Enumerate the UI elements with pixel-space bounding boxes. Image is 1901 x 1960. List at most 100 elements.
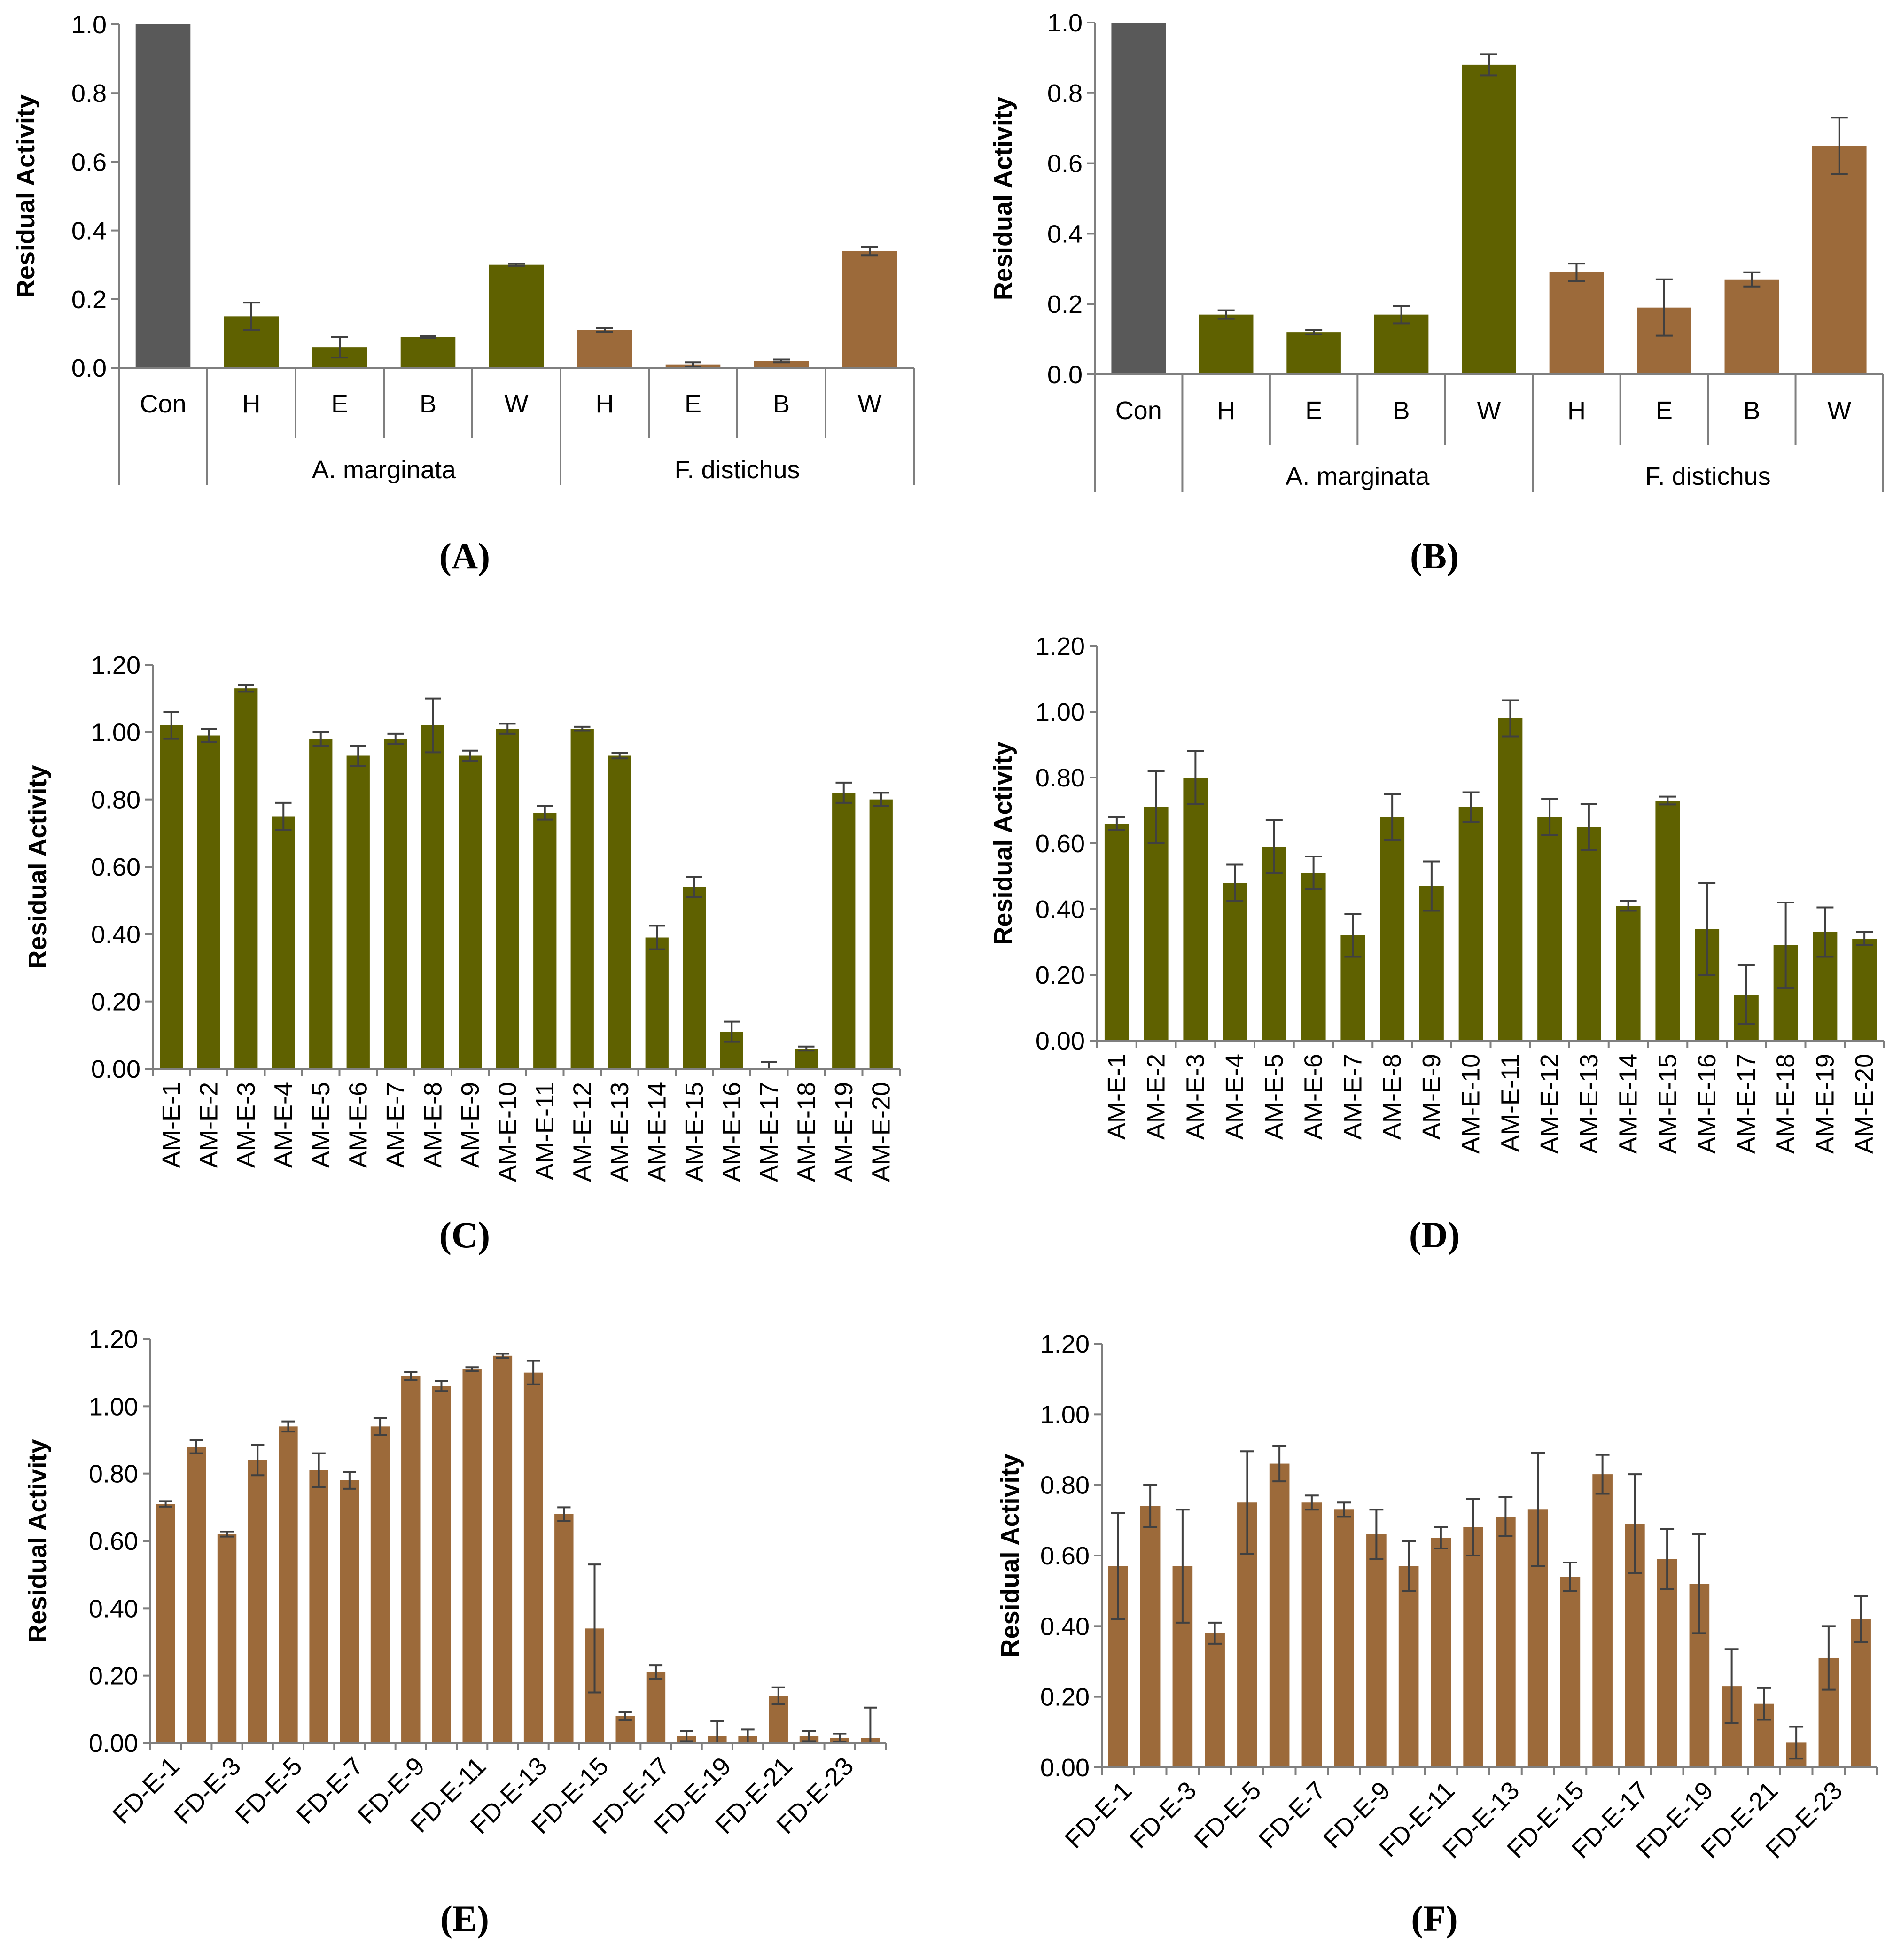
bar (432, 1386, 451, 1743)
y-tick-label: 0.00 (1040, 1754, 1090, 1782)
bar (1183, 778, 1208, 1041)
x-tick-label: AM-E-5 (1260, 1054, 1288, 1140)
x-tick-label: FD-E-3 (169, 1752, 246, 1829)
x-tick-label: AM-E-11 (531, 1082, 559, 1180)
bar (197, 735, 220, 1069)
x-tick-label: AM-E-5 (307, 1082, 335, 1168)
bar (683, 887, 706, 1069)
bar (523, 1372, 543, 1743)
panel-label: (B) (1410, 536, 1459, 576)
x-tick-label: AM-E-20 (1850, 1054, 1878, 1154)
panel-label: (C) (439, 1214, 490, 1255)
bar (1560, 1577, 1581, 1767)
bar (1549, 272, 1604, 374)
y-tick-label: 0.0 (71, 354, 107, 382)
chart-panel-3: 0.00 0.20 0.40 0.60 0.80 1.00 1.20 Residual Act… (23, 651, 901, 1255)
y-tick-label: 1.20 (1040, 1330, 1090, 1358)
x-tick-label: AM-E-11 (1496, 1054, 1524, 1152)
x-tick-label: AM-E-12 (1535, 1054, 1564, 1154)
y-axis-title: Residual Activity (989, 97, 1017, 300)
bar (1144, 807, 1169, 1041)
x-tick-label: AM-E-13 (606, 1082, 634, 1182)
bar (1199, 314, 1254, 374)
y-tick-label: 1.00 (89, 1392, 138, 1421)
x-tick-label: Con (1115, 397, 1162, 425)
x-tick-label: AM-E-19 (830, 1082, 858, 1182)
x-tick-label: AM-E-15 (680, 1082, 709, 1182)
chart-panel-6: 0.00 0.20 0.40 0.60 0.80 1.00 1.20 Residual Act… (996, 1330, 1878, 1939)
bar (1657, 1559, 1677, 1767)
x-tick-label: AM-E-9 (456, 1082, 484, 1168)
x-tick-label: B (773, 390, 790, 418)
x-tick-label: AM-E-2 (195, 1082, 223, 1168)
bar (832, 793, 856, 1069)
bar (370, 1426, 390, 1743)
bar (1431, 1538, 1451, 1767)
bar (1140, 1506, 1161, 1767)
bar (1537, 817, 1562, 1041)
bar (1380, 817, 1405, 1041)
y-tick-label: 0.60 (89, 1527, 138, 1556)
x-tick-label: AM-E-1 (157, 1082, 186, 1168)
y-axis-title: Residual Activity (996, 1454, 1024, 1657)
panel-label: (E) (440, 1898, 489, 1939)
x-tick-label: AM-E-10 (1457, 1054, 1485, 1154)
y-tick-label: 0.8 (1047, 79, 1083, 108)
y-tick-label: 0.8 (71, 79, 107, 108)
y-tick-label: 0.40 (91, 920, 140, 949)
x-tick-label: AM-E-16 (717, 1082, 746, 1182)
bar (400, 337, 456, 368)
bar (459, 755, 482, 1069)
y-tick-label: 0.00 (89, 1729, 138, 1758)
x-tick-label: AM-E-3 (232, 1082, 260, 1168)
bar (156, 1504, 175, 1743)
x-tick-label: FD-E-7 (291, 1752, 369, 1829)
y-tick-label: 0.60 (91, 853, 140, 881)
bar (1366, 1534, 1387, 1767)
x-tick-label: H (242, 390, 261, 418)
y-tick-label: 0.80 (89, 1460, 138, 1488)
x-tick-label: E (1305, 397, 1322, 425)
x-tick-label: FD-E-7 (1254, 1776, 1331, 1854)
x-tick-label: H (596, 390, 614, 418)
bar (1398, 1566, 1419, 1767)
bar (1724, 279, 1779, 374)
bar (1592, 1474, 1613, 1767)
bar (160, 725, 183, 1069)
x-group-label: F. distichus (1645, 462, 1771, 490)
x-tick-label: AM-E-17 (755, 1082, 783, 1182)
bar (1334, 1509, 1354, 1767)
bar (135, 24, 191, 368)
bar (1462, 64, 1516, 374)
x-tick-label: W (1827, 397, 1851, 425)
bar (754, 361, 809, 368)
y-tick-label: 0.40 (1040, 1612, 1090, 1641)
bar (577, 330, 632, 368)
bar (1616, 906, 1641, 1041)
y-tick-label: 0.2 (71, 286, 107, 314)
bar (1104, 824, 1129, 1041)
x-group-label: A. marginata (1286, 462, 1430, 490)
bar (1463, 1527, 1483, 1767)
x-tick-label: AM-E-7 (1339, 1054, 1367, 1140)
bar (1851, 1619, 1871, 1767)
x-tick-label: W (1477, 397, 1501, 425)
bar (1655, 801, 1680, 1041)
x-tick-label: FD-E-1 (107, 1752, 185, 1829)
bar (645, 937, 669, 1069)
y-axis-title: Residual Activity (12, 94, 40, 298)
x-tick-label: AM-E-10 (493, 1082, 522, 1182)
chart-panel-2: 0.0 0.2 0.4 0.6 0.8 1.0 Residual Activity Con H E… (989, 9, 1884, 576)
y-tick-label: 1.00 (91, 718, 140, 747)
y-tick-label: 0.2 (1047, 290, 1083, 319)
x-tick-label: W (858, 390, 882, 418)
x-tick-label: FD-E-1 (1060, 1776, 1137, 1854)
x-tick-label: AM-E-8 (419, 1082, 447, 1168)
bar (1458, 807, 1483, 1041)
bar (1301, 1502, 1322, 1767)
y-axis-title: Residual Activity (989, 741, 1017, 945)
x-tick-label: AM-E-1 (1103, 1054, 1131, 1140)
bar (646, 1672, 666, 1743)
chart-panel-1: 0.0 0.2 0.4 0.6 0.8 1.0 Residual Activity Con H E… (12, 11, 915, 576)
x-tick-label: AM-E-4 (1221, 1054, 1249, 1140)
